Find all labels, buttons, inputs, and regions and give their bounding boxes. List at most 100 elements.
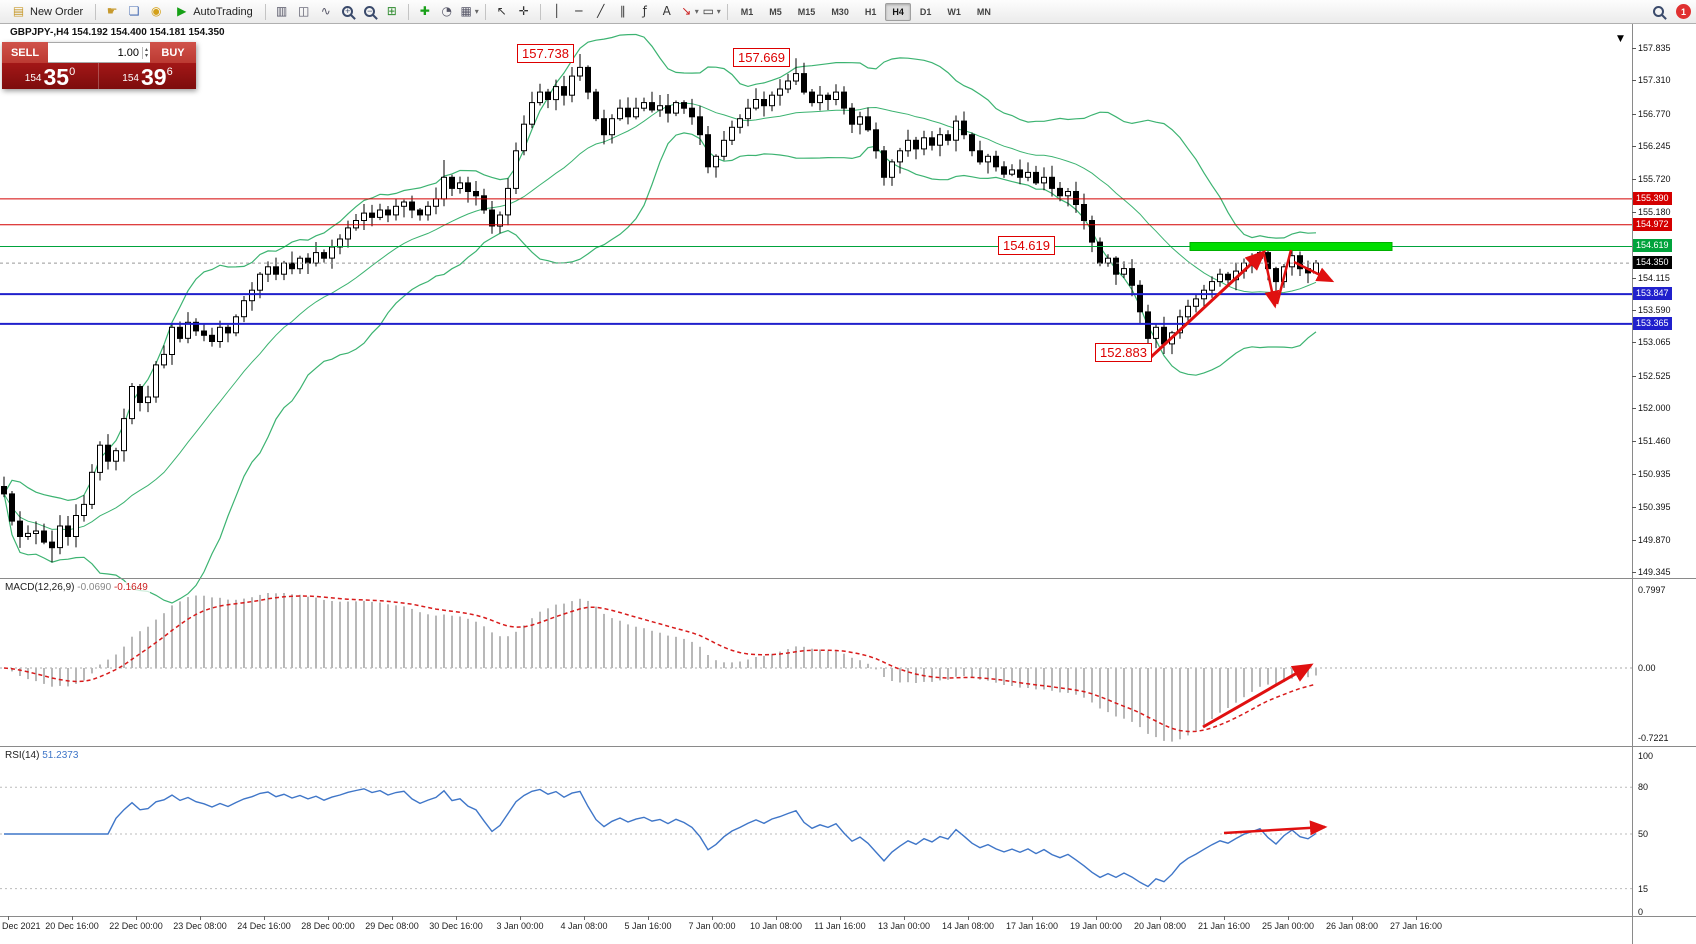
bid-price-button[interactable]: 154 35 0: [2, 63, 99, 89]
timeframe-W1[interactable]: W1: [947, 6, 961, 17]
bar-chart-button[interactable]: ▥: [272, 2, 292, 22]
price-axis-label: 155.180: [1638, 207, 1671, 217]
time-axis-label: 13 Jan 00:00: [877, 921, 931, 931]
text-button[interactable]: A: [657, 2, 677, 22]
info-button[interactable]: ◉: [146, 2, 166, 22]
buy-button[interactable]: BUY: [150, 42, 196, 63]
timeframe-M15[interactable]: M15: [797, 6, 816, 17]
arrows-button[interactable]: ↘ ▾: [679, 2, 699, 22]
price-annotation[interactable]: 154.619: [998, 236, 1055, 255]
volume-input[interactable]: 1.00 ▴ ▾: [48, 42, 150, 63]
timeframe-M1[interactable]: M1: [740, 6, 754, 17]
time-axis-tick: [1096, 916, 1097, 920]
time-axis-label: 11 Jan 16:00: [814, 921, 866, 931]
timeframe-H4[interactable]: H4: [885, 2, 911, 21]
rsi-axis-label: 15: [1638, 884, 1649, 894]
price-axis-label: 156.245: [1638, 141, 1671, 151]
toolbar-separator: [95, 3, 97, 20]
notification-badge[interactable]: 1: [1676, 4, 1691, 19]
price-axis-label: 157.835: [1638, 43, 1671, 53]
timeframe-M5[interactable]: M5: [769, 6, 782, 17]
vertical-line-button[interactable]: │: [547, 2, 567, 22]
price-annotation[interactable]: 152.883: [1095, 343, 1152, 362]
channel-button[interactable]: ∥: [613, 2, 633, 22]
shapes-button[interactable]: ▭ ▾: [701, 2, 721, 22]
price-axis-tick: [1632, 474, 1636, 475]
spin-down-icon: ▾: [144, 52, 148, 59]
zoom-in-button[interactable]: +: [338, 2, 358, 22]
timeframe-H1[interactable]: H1: [864, 6, 877, 17]
chart-windows-button[interactable]: ❏: [124, 2, 144, 22]
time-axis-tick: [1032, 916, 1033, 920]
macd-axis-label: 0.00: [1638, 663, 1656, 673]
volume-stepper[interactable]: ▴ ▾: [141, 46, 150, 59]
cursor-button[interactable]: ↖: [492, 2, 512, 22]
line-chart-button[interactable]: ∿: [316, 2, 336, 22]
price-axis-tick: [1632, 441, 1636, 442]
time-axis-label: 29 Dec 08:00: [365, 921, 419, 931]
sell-button[interactable]: SELL: [2, 42, 48, 63]
trendline-icon: ╱: [597, 4, 605, 18]
bid-prefix: 154: [24, 73, 42, 84]
timeframe-MN[interactable]: MN: [976, 6, 991, 17]
toolbar-separator: [484, 3, 486, 20]
search-button[interactable]: [1648, 2, 1668, 22]
price-annotation[interactable]: 157.669: [733, 48, 790, 67]
indicators-button[interactable]: ✚: [415, 2, 435, 22]
price-axis-tick: [1632, 310, 1636, 311]
time-axis-tick: [1416, 916, 1417, 920]
periods-button[interactable]: ◔: [437, 2, 457, 22]
price-axis-tick: [1632, 572, 1636, 573]
rsi-axis-label: 0: [1638, 907, 1644, 917]
time-axis-label: 28 Dec 00:00: [301, 921, 355, 931]
hand-tool-button[interactable]: ☛: [102, 2, 122, 22]
symbol-ohlc-info: GBPJPY-,H4 154.192 154.400 154.181 154.3…: [10, 27, 225, 38]
ask-price-button[interactable]: 154 39 6: [99, 63, 196, 89]
price-level-badge: 154.619: [1633, 239, 1672, 252]
zoom-in-icon: +: [342, 6, 354, 17]
timeframe-M30[interactable]: M30: [831, 6, 849, 17]
chart-shift-marker: ▼: [1617, 34, 1624, 44]
time-axis-tick: [328, 916, 329, 920]
vertical-line-icon: │: [553, 4, 561, 18]
cursor-icon: ↖: [496, 4, 507, 18]
line-chart-icon: ∿: [320, 4, 331, 18]
toolbar-separator: [539, 3, 541, 20]
price-axis-tick: [1632, 408, 1636, 409]
time-axis-tick: [1352, 916, 1353, 920]
bid-pip: 0: [69, 66, 76, 78]
new-order-button-label: New Order: [30, 5, 84, 18]
timeframe-D1[interactable]: D1: [919, 6, 932, 17]
price-annotation[interactable]: 157.738: [517, 44, 574, 63]
new-order-button[interactable]: ▤ New Order: [5, 2, 89, 22]
templates-button[interactable]: ▦ ▾: [459, 2, 479, 22]
price-axis-label: 153.065: [1638, 337, 1671, 347]
price-axis-label: 153.590: [1638, 305, 1671, 315]
autotrading-button[interactable]: ▶ AutoTrading: [168, 2, 259, 22]
price-axis-tick: [1632, 80, 1636, 81]
tile-windows-button[interactable]: ⊞: [382, 2, 402, 22]
zoom-out-button[interactable]: −: [360, 2, 380, 22]
arrow-object-icon: ↘: [681, 4, 692, 18]
horizontal-line-button[interactable]: ─: [569, 2, 589, 22]
fibonacci-button[interactable]: ƒ: [635, 2, 655, 22]
time-axis-tick: [904, 916, 905, 920]
time-axis-label: 14 Jan 08:00: [941, 921, 995, 931]
hand-tool-icon: ☛: [106, 4, 118, 18]
bar-chart-icon: ▥: [276, 4, 288, 18]
candlestick-chart-button[interactable]: ◫: [294, 2, 314, 22]
time-axis-label: 17 Jan 16:00: [1005, 921, 1059, 931]
time-axis-tick: [1288, 916, 1289, 920]
rsi-axis-label: 100: [1638, 751, 1654, 761]
time-axis-tick: [456, 916, 457, 920]
trendline-button[interactable]: ╱: [591, 2, 611, 22]
time-axis-label: 23 Dec 08:00: [173, 921, 227, 931]
crosshair-button[interactable]: ✛: [514, 2, 534, 22]
toolbar-separator: [407, 3, 409, 20]
fibonacci-icon: ƒ: [642, 4, 647, 18]
time-axis-tick: [776, 916, 777, 920]
volume-value: 1.00: [117, 46, 139, 59]
rsi-axis-label: 50: [1638, 829, 1649, 839]
